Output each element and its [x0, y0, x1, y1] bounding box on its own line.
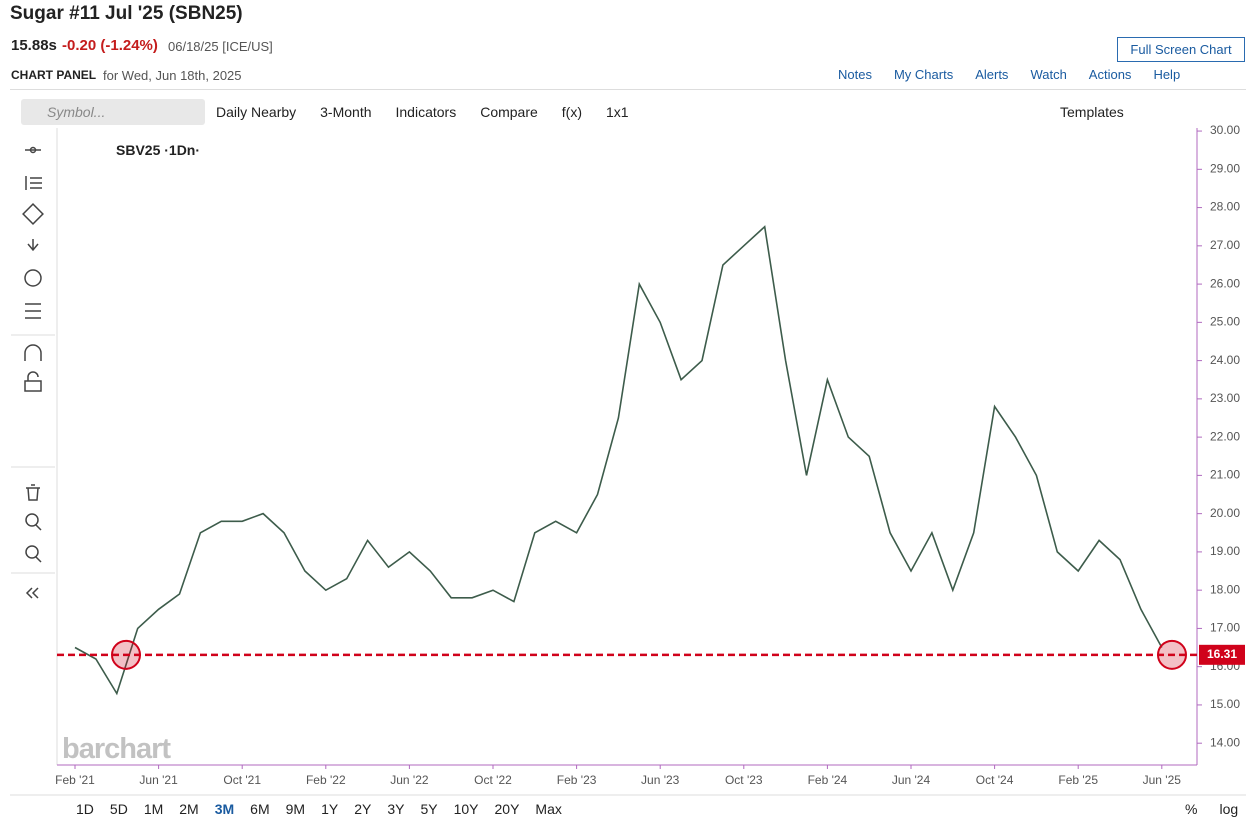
y-tick-label: 15.00: [1210, 697, 1240, 711]
x-tick-label: Oct '24: [976, 773, 1014, 787]
timeframe-button[interactable]: 1D: [76, 801, 94, 817]
price-change: -0.20 (-1.24%): [62, 37, 158, 54]
y-tick-label: 23.00: [1210, 391, 1240, 405]
price-line: [74, 225, 1163, 696]
nav-link[interactable]: My Charts: [893, 67, 954, 82]
nav-link[interactable]: Actions: [1088, 67, 1132, 82]
nav-link[interactable]: Watch: [1030, 67, 1067, 82]
full-screen-button[interactable]: Full Screen Chart: [1117, 37, 1245, 62]
toolbar-item[interactable]: f(x): [561, 104, 583, 120]
y-tick-label: 18.00: [1210, 582, 1240, 596]
x-tick-label: Jun '25: [1143, 773, 1182, 787]
toolbar: Daily Nearby 3-Month Indicators Compare f(x)…: [216, 104, 629, 120]
timeframe-button[interactable]: 5Y: [420, 801, 438, 817]
panel-label: CHART PANEL: [11, 68, 97, 82]
scale-options: % log: [1185, 801, 1238, 817]
y-tick-label: 22.00: [1210, 429, 1240, 443]
y-tick-label: 25.00: [1210, 315, 1240, 329]
toolbar-item[interactable]: Indicators: [395, 104, 457, 120]
toolbar-item[interactable]: 1x1: [606, 104, 629, 120]
y-tick-label: 26.00: [1210, 276, 1240, 290]
x-tick-label: Feb '25: [1058, 773, 1098, 787]
nav-link[interactable]: Alerts: [975, 67, 1009, 82]
y-tick-label: 29.00: [1210, 161, 1240, 175]
scale-option[interactable]: log: [1219, 801, 1239, 817]
last-price: 15.88s: [11, 37, 57, 54]
timeframes: 1D 5D 1M 2M 3M 6M 9M 1Y 2Y 3Y 5Y 10Y 20Y Max: [76, 801, 562, 817]
y-tick-label: 28.00: [1210, 200, 1240, 214]
timeframe-button[interactable]: 10Y: [453, 801, 479, 817]
x-tick-label: Jun '24: [892, 773, 931, 787]
panel-date: for Wed, Jun 18th, 2025: [103, 68, 242, 83]
x-tick-label: Jun '22: [390, 773, 429, 787]
timeframe-button[interactable]: 1Y: [321, 801, 339, 817]
timeframe-button[interactable]: 20Y: [494, 801, 520, 817]
highlight-circle: [1157, 639, 1187, 670]
y-tick-label: 30.00: [1210, 123, 1240, 137]
timeframe-button[interactable]: 2Y: [354, 801, 372, 817]
symbol-input[interactable]: Symbol...: [21, 99, 205, 125]
x-tick-label: Feb '24: [808, 773, 848, 787]
y-tick-label: 19.00: [1210, 544, 1240, 558]
separator: [10, 89, 1246, 90]
timeframe-button[interactable]: Max: [535, 801, 562, 817]
y-tick-label: 14.00: [1210, 735, 1240, 749]
current-price-label: 16.31: [1207, 647, 1237, 661]
x-tick-label: Oct '21: [223, 773, 261, 787]
y-tick-label: 21.00: [1210, 468, 1240, 482]
nav-link[interactable]: Notes: [838, 67, 872, 82]
drawing-tools[interactable]: [22, 146, 44, 599]
nav: Notes My Charts Alerts Watch Actions Help: [838, 67, 1180, 82]
x-tick-label: Jun '23: [641, 773, 680, 787]
highlight-circle: [111, 639, 141, 670]
timeframe-button[interactable]: 5D: [109, 801, 128, 817]
title: Sugar #11 Jul '25 (SBN25): [10, 3, 243, 24]
timeframe-button[interactable]: 1M: [143, 801, 164, 817]
x-tick-label: Oct '23: [725, 773, 763, 787]
y-tick-label: 24.00: [1210, 353, 1240, 367]
timeframe-button[interactable]: 3M: [214, 801, 235, 817]
date-exchange: 06/18/25 [ICE/US]: [168, 39, 273, 54]
watermark: barchart: [62, 733, 171, 765]
timeframe-button[interactable]: 6M: [250, 801, 270, 817]
timeframe-button[interactable]: 2M: [179, 801, 199, 817]
toolbar-item[interactable]: 3-Month: [320, 104, 372, 120]
y-tick-label: 27.00: [1210, 238, 1240, 252]
x-tick-label: Feb '21: [55, 773, 95, 787]
nav-link[interactable]: Help: [1153, 67, 1181, 82]
scale-option[interactable]: %: [1185, 801, 1198, 817]
toolbar-item[interactable]: Compare: [480, 104, 538, 120]
legend: SBV25 ·1Dn·: [116, 142, 201, 158]
x-tick-label: Feb '22: [306, 773, 346, 787]
toolbar-item[interactable]: Daily Nearby: [216, 104, 297, 120]
x-tick-label: Oct '22: [474, 773, 512, 787]
templates-button[interactable]: Templates: [1060, 104, 1124, 120]
y-tick-label: 17.00: [1210, 621, 1240, 635]
x-tick-label: Feb '23: [557, 773, 597, 787]
current-price-tag: [1199, 644, 1245, 665]
timeframe-button[interactable]: 9M: [285, 801, 306, 817]
x-tick-label: Jun '21: [139, 773, 178, 787]
y-tick-label: 20.00: [1210, 506, 1240, 520]
timeframe-button[interactable]: 3Y: [387, 801, 405, 817]
